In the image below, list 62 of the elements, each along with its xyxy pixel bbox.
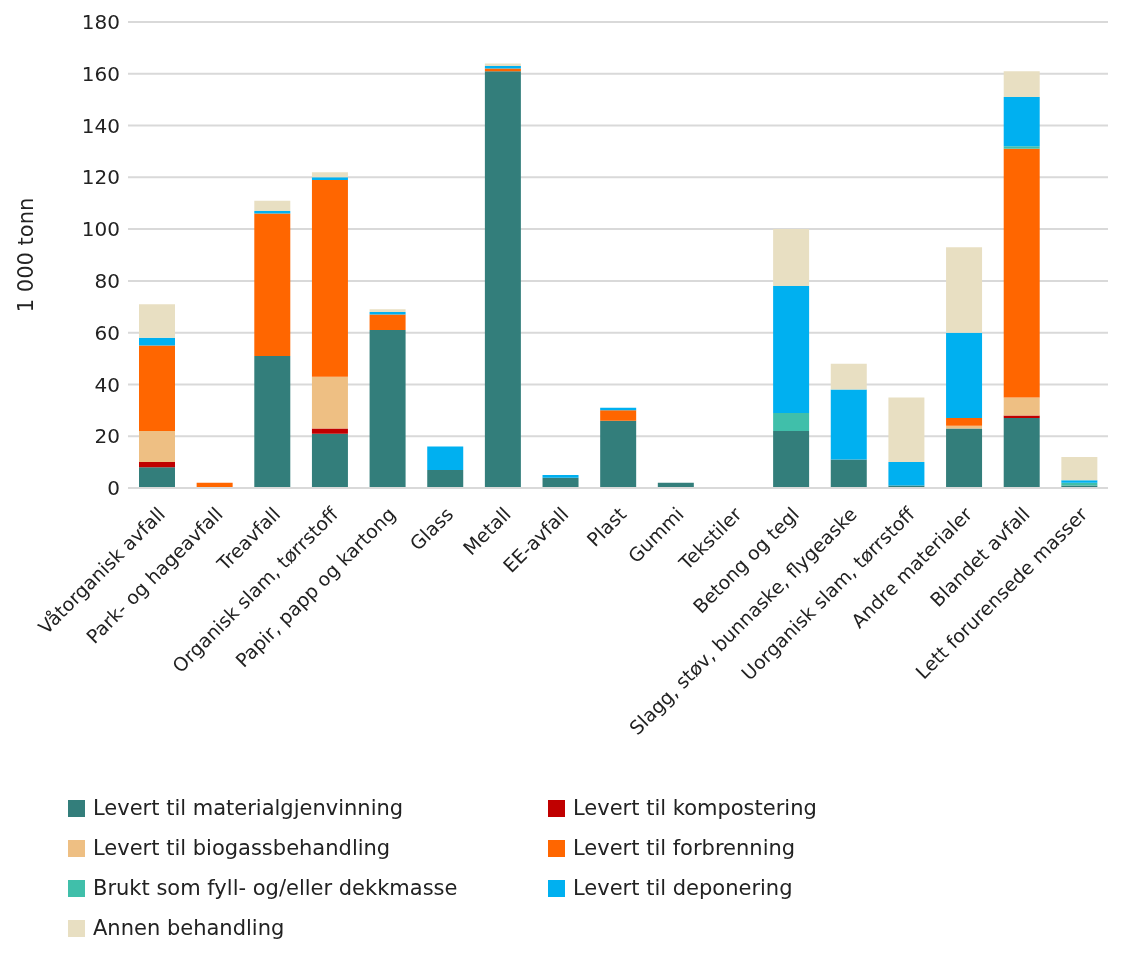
bar bbox=[600, 420, 637, 488]
y-tick-label: 20 bbox=[94, 424, 120, 449]
bar bbox=[946, 428, 983, 488]
y-tick-label: 180 bbox=[81, 10, 120, 35]
bar bbox=[311, 433, 348, 488]
bar bbox=[311, 172, 348, 178]
bar bbox=[773, 412, 810, 432]
bar bbox=[946, 247, 983, 333]
bar bbox=[139, 304, 175, 338]
y-tick-label: 100 bbox=[81, 217, 120, 242]
y-tick-label: 40 bbox=[94, 372, 120, 397]
bar bbox=[1003, 148, 1040, 398]
bar bbox=[830, 363, 867, 390]
y-tick-label: 160 bbox=[81, 61, 120, 86]
bar bbox=[600, 410, 637, 421]
bar bbox=[1003, 418, 1040, 488]
y-tick-label: 80 bbox=[94, 268, 120, 293]
bar bbox=[139, 337, 175, 346]
bar bbox=[311, 376, 348, 429]
bar bbox=[1003, 71, 1040, 98]
bar bbox=[254, 210, 291, 214]
y-tick-label: 60 bbox=[94, 320, 120, 345]
bar bbox=[427, 469, 464, 488]
bar bbox=[139, 431, 175, 463]
y-axis-title: 1 000 tonn bbox=[14, 197, 39, 313]
bar bbox=[311, 179, 348, 377]
bar bbox=[139, 345, 175, 432]
legend-label: Levert til biogassbehandling bbox=[93, 836, 391, 860]
legend-label: Annen behandling bbox=[93, 916, 285, 940]
bar bbox=[139, 462, 175, 468]
y-tick-label: 140 bbox=[81, 113, 120, 138]
y-tick-label: 120 bbox=[81, 165, 120, 190]
bar bbox=[311, 177, 348, 180]
bar bbox=[311, 428, 348, 434]
legend-label: Levert til materialgjenvinning bbox=[93, 796, 404, 820]
bar bbox=[1003, 97, 1040, 147]
bar bbox=[542, 475, 579, 478]
bar bbox=[773, 229, 810, 287]
bar bbox=[484, 71, 521, 488]
bar bbox=[830, 389, 867, 460]
legend-label: Brukt som fyll- og/eller dekkmasse bbox=[93, 876, 458, 900]
bar bbox=[369, 330, 406, 488]
legend-label: Levert til forbrenning bbox=[573, 836, 796, 860]
bar bbox=[427, 446, 464, 470]
bar bbox=[946, 332, 983, 419]
bar bbox=[139, 467, 175, 488]
bar bbox=[830, 459, 867, 488]
bar bbox=[946, 418, 983, 426]
bar bbox=[773, 431, 810, 488]
bar bbox=[888, 397, 925, 463]
bar bbox=[254, 213, 291, 356]
legend-label: Levert til deponering bbox=[573, 876, 793, 900]
bar bbox=[254, 355, 291, 488]
bar bbox=[888, 462, 925, 486]
bar bbox=[254, 200, 291, 211]
bar bbox=[1003, 397, 1040, 416]
bar bbox=[773, 286, 810, 413]
bar bbox=[369, 314, 406, 331]
bar bbox=[1003, 146, 1040, 149]
y-tick-label: 0 bbox=[107, 476, 120, 501]
bar bbox=[1061, 456, 1098, 481]
legend-label: Levert til kompostering bbox=[573, 796, 817, 820]
